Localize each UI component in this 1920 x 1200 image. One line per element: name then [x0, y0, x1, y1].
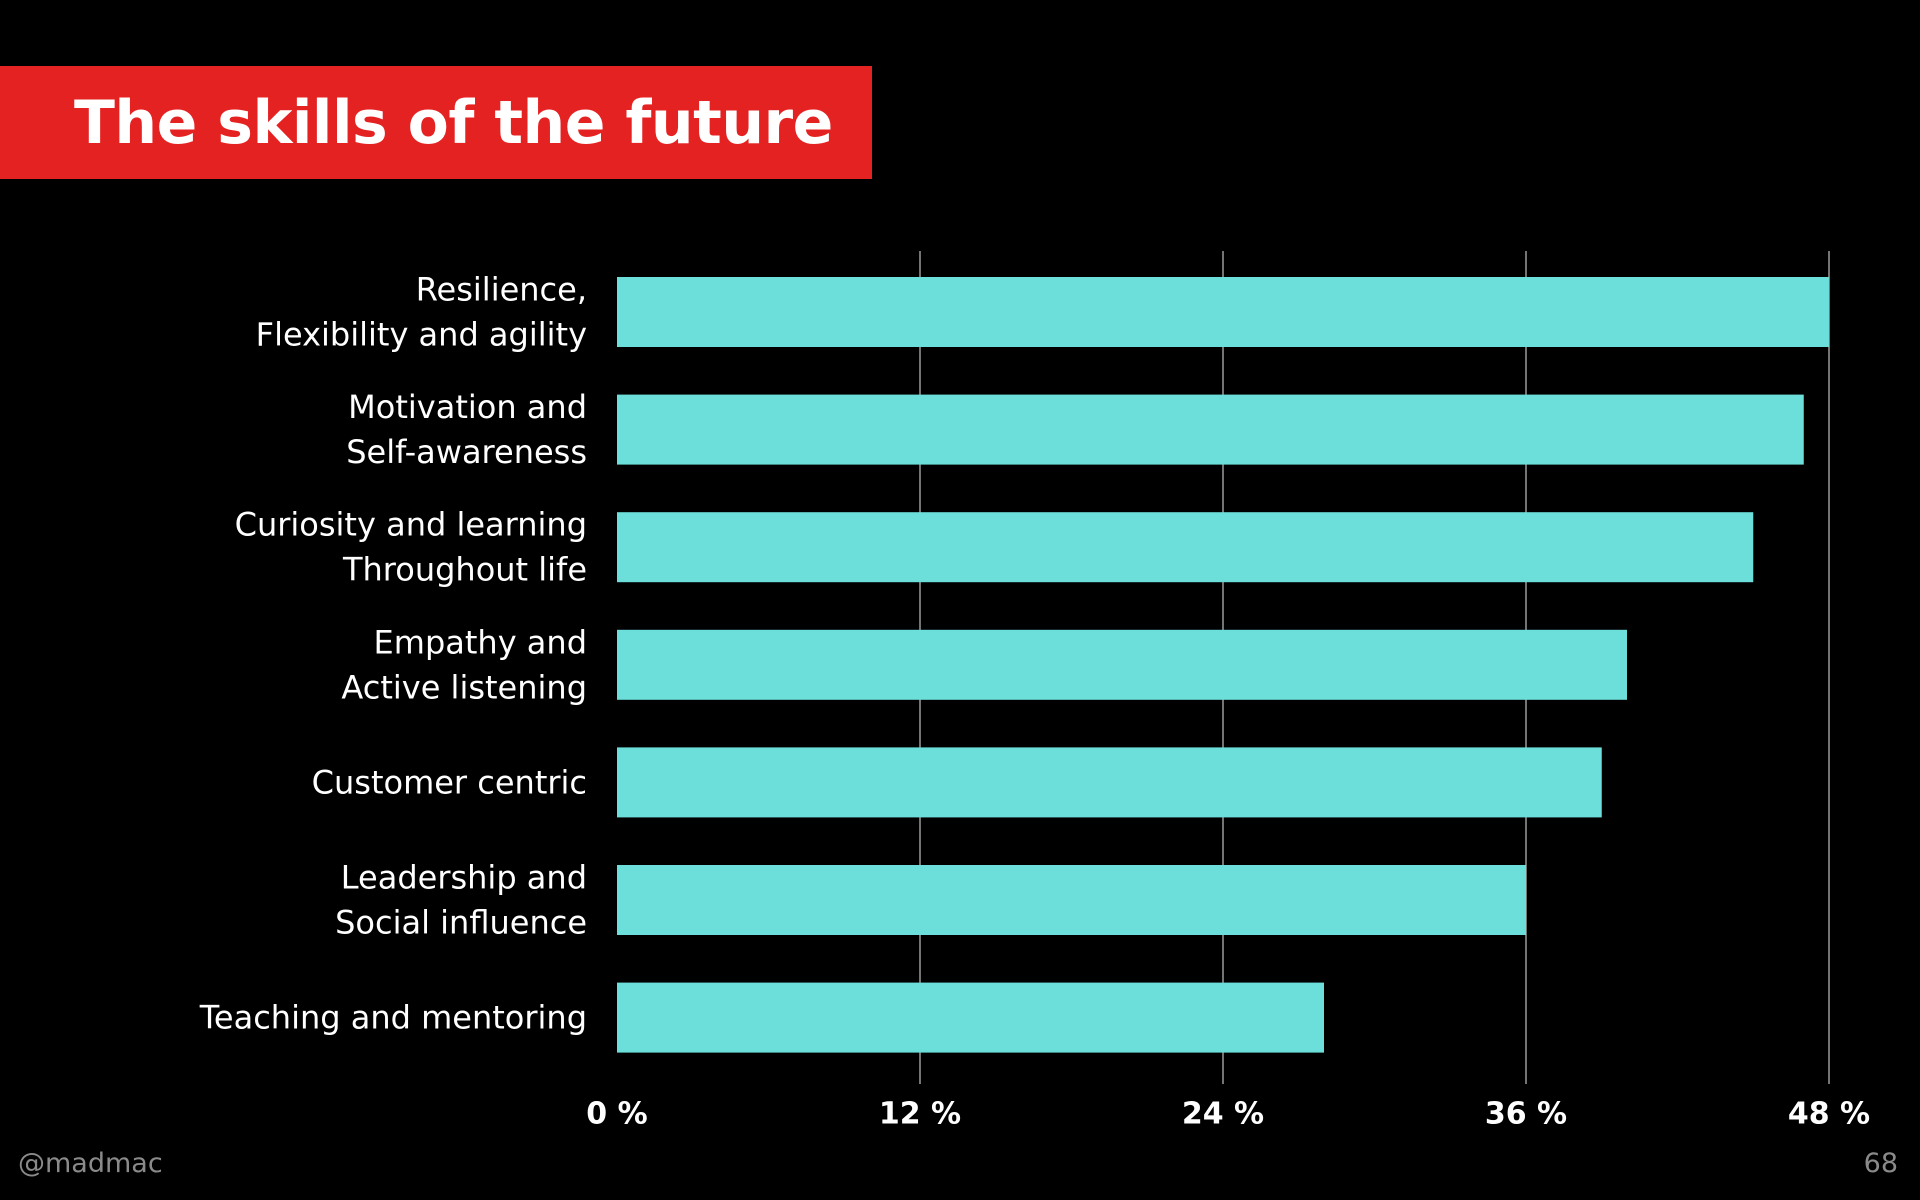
bar [617, 747, 1602, 818]
bar [617, 512, 1754, 583]
category-label: Leadership and Social influence [335, 859, 587, 942]
bars [617, 277, 1829, 1053]
x-axis-ticks: 0 % 12 % 24 % 36 % 48 % [586, 1097, 1870, 1132]
bar [617, 629, 1627, 700]
author-handle: @madmac [18, 1148, 163, 1179]
x-tick-label: 24 % [1182, 1097, 1264, 1132]
bar [617, 394, 1804, 465]
category-label-line: Throughout life [342, 551, 587, 589]
category-label: Curiosity and learning Throughout life [235, 506, 587, 589]
x-tick-label: 36 % [1485, 1097, 1567, 1132]
category-label: Customer centric [312, 763, 587, 801]
page-number: 68 [1863, 1148, 1898, 1179]
category-label-line: Social influence [335, 904, 587, 942]
category-label: Motivation and Self-awareness [346, 388, 587, 471]
category-label-line: Active listening [341, 668, 587, 706]
category-label-line: Teaching and mentoring [199, 999, 587, 1037]
category-label: Empathy and Active listening [341, 623, 587, 706]
category-labels: Resilience, Flexibility and agility Motiva… [199, 271, 587, 1037]
x-tick-label: 12 % [879, 1097, 961, 1132]
category-label-line: Curiosity and learning [235, 506, 587, 544]
category-label: Resilience, Flexibility and agility [256, 271, 587, 354]
category-label-line: Resilience, [416, 271, 587, 309]
slide-title: The skills of the future [74, 87, 833, 158]
category-label-line: Empathy and [374, 623, 587, 661]
category-label: Teaching and mentoring [199, 999, 587, 1037]
x-tick-label: 0 % [586, 1097, 647, 1132]
category-label-line: Motivation and [348, 388, 587, 426]
category-label-line: Flexibility and agility [256, 316, 587, 354]
category-label-line: Leadership and [341, 859, 587, 897]
category-label-line: Customer centric [312, 763, 587, 801]
bar [617, 982, 1324, 1053]
x-tick-label: 48 % [1788, 1097, 1870, 1132]
bar [617, 865, 1526, 935]
bar [617, 277, 1829, 347]
category-label-line: Self-awareness [346, 433, 587, 471]
title-banner: The skills of the future [0, 66, 872, 179]
